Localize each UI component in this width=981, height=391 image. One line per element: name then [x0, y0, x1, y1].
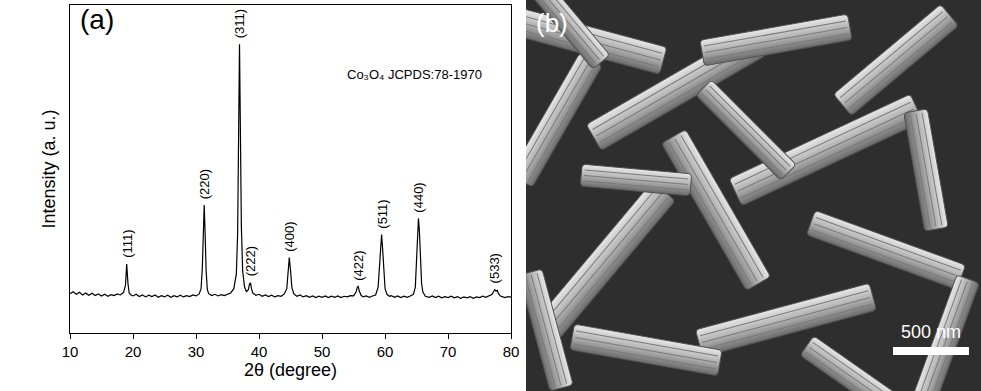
svg-text:Intensity (a. u.): Intensity (a. u.): [39, 109, 59, 228]
svg-text:80: 80: [503, 343, 520, 360]
svg-text:60: 60: [377, 343, 394, 360]
svg-text:(b): (b): [536, 8, 568, 38]
svg-text:70: 70: [440, 343, 457, 360]
svg-text:(422): (422): [351, 250, 366, 280]
svg-text:40: 40: [251, 343, 268, 360]
svg-text:(a): (a): [80, 4, 114, 35]
svg-text:(311): (311): [232, 9, 247, 38]
svg-text:(533): (533): [487, 253, 502, 283]
svg-text:10: 10: [62, 343, 79, 360]
svg-text:2θ (degree): 2θ (degree): [244, 360, 337, 380]
svg-text:(511): (511): [375, 199, 390, 228]
svg-text:20: 20: [125, 343, 142, 360]
svg-text:(222): (222): [243, 246, 258, 276]
svg-text:(400): (400): [282, 221, 297, 251]
svg-text:Co₃O₄ JCPDS:78-1970: Co₃O₄ JCPDS:78-1970: [347, 67, 482, 82]
svg-text:(440): (440): [411, 182, 426, 212]
svg-text:500 nm: 500 nm: [901, 322, 961, 342]
svg-text:30: 30: [188, 343, 205, 360]
svg-text:50: 50: [314, 343, 331, 360]
svg-text:(220): (220): [197, 169, 212, 199]
svg-text:(111): (111): [120, 229, 135, 257]
